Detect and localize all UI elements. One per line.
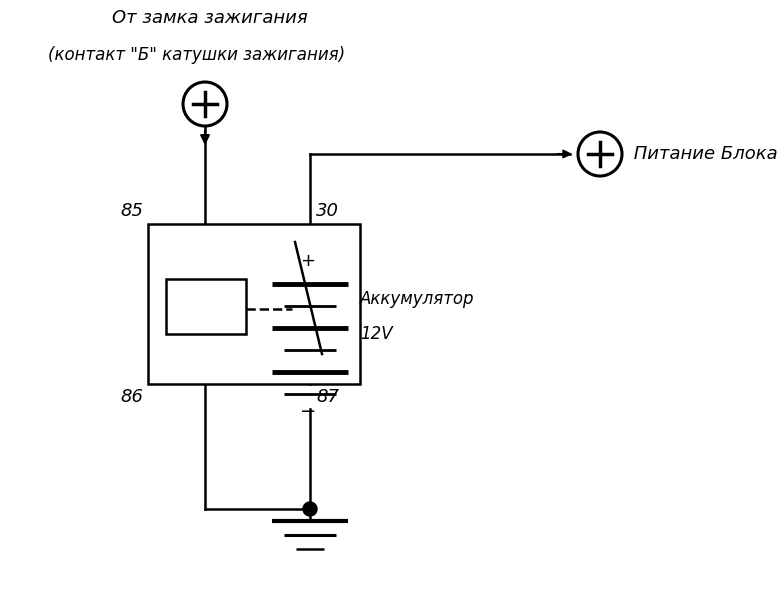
Bar [148, 224, 360, 384]
Text: Питание Блока: Питание Блока [628, 145, 778, 163]
Text: (контакт "Б" катушки зажигания): (контакт "Б" катушки зажигания) [48, 46, 345, 64]
Circle shape [183, 82, 227, 126]
Text: 87: 87 [316, 388, 339, 406]
Text: +: + [300, 252, 316, 270]
Text: 86: 86 [120, 388, 143, 406]
Text: 30: 30 [316, 202, 339, 220]
Circle shape [303, 502, 317, 516]
Text: 12V: 12V [360, 325, 393, 343]
Circle shape [578, 132, 622, 176]
Bar [166, 279, 246, 334]
Text: Аккумулятор: Аккумулятор [360, 290, 475, 308]
Text: 85: 85 [120, 202, 143, 220]
Text: От замка зажигания: От замка зажигания [112, 9, 308, 27]
Text: −: − [300, 402, 316, 421]
